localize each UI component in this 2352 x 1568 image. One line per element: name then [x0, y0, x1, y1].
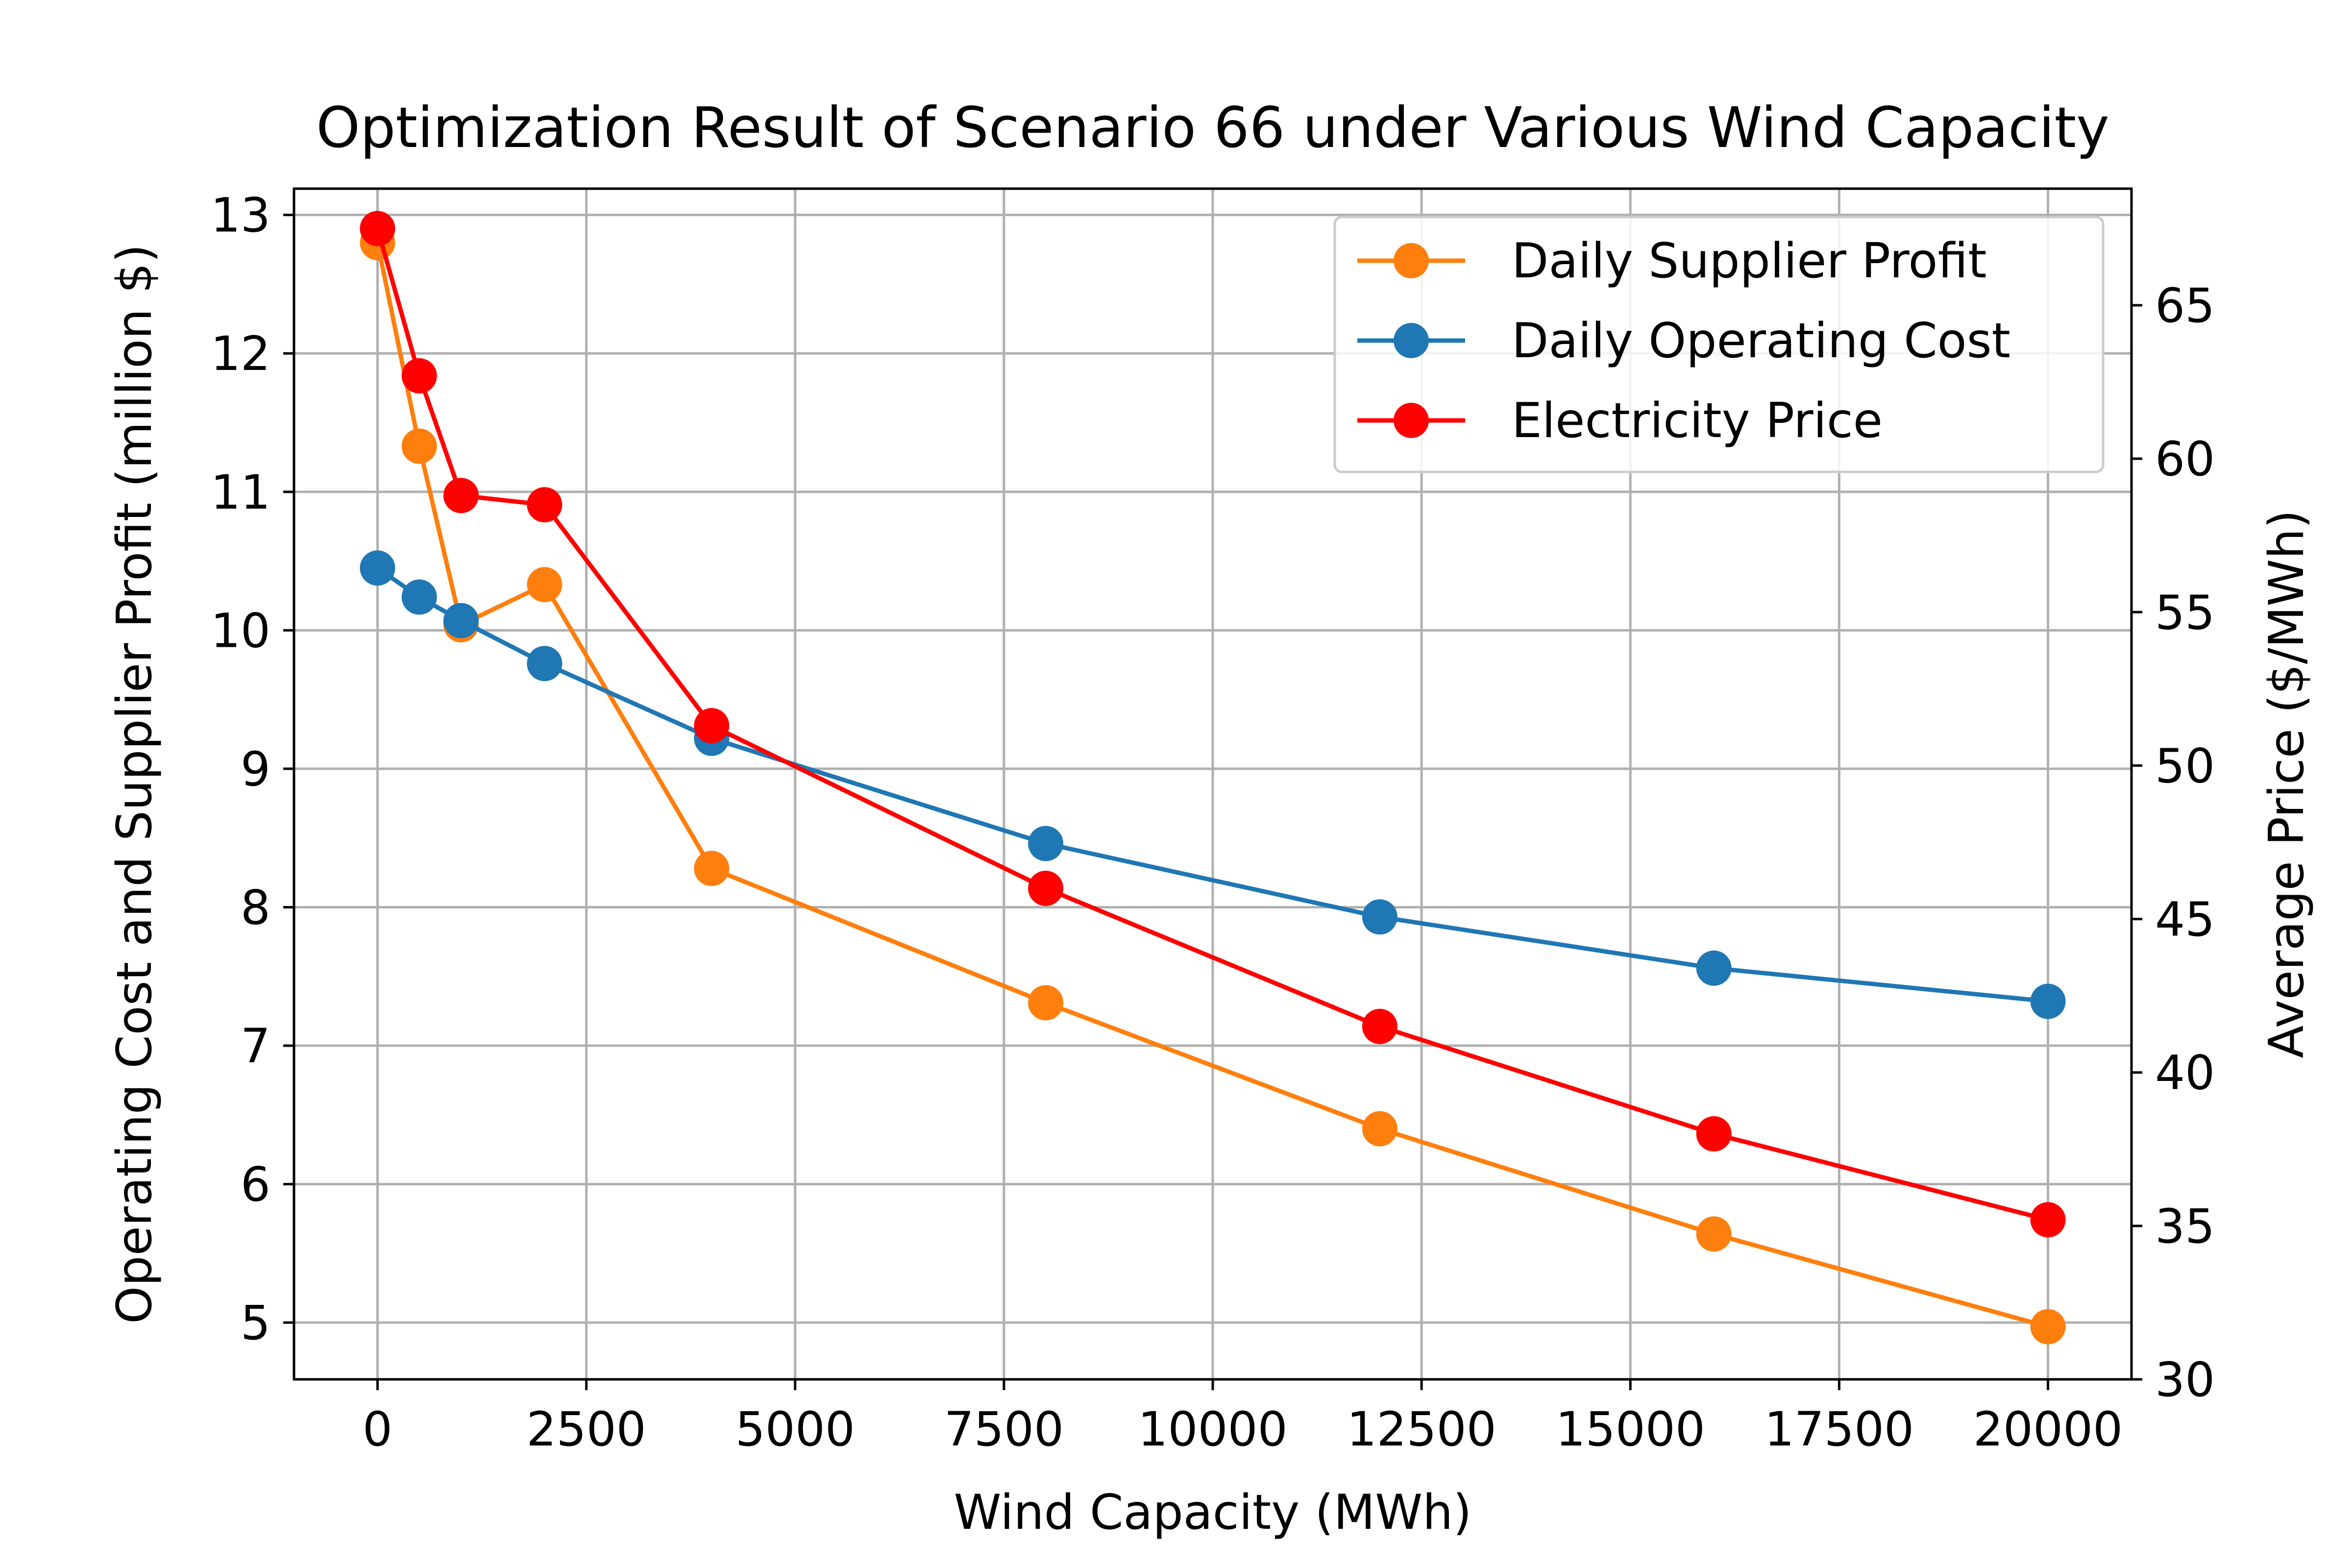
data-point	[443, 478, 479, 514]
x-tick-label: 12500	[1347, 1402, 1496, 1457]
y-tick-label: 9	[241, 742, 270, 797]
data-point	[1362, 1008, 1397, 1044]
data-point	[2030, 983, 2066, 1019]
y2-tick-label: 45	[2155, 892, 2215, 947]
data-point	[1028, 870, 1064, 906]
data-point	[1362, 899, 1397, 935]
y2-tick-label: 50	[2155, 738, 2215, 793]
data-point	[1696, 1216, 1732, 1252]
y-tick-label: 7	[241, 1019, 270, 1074]
data-point	[401, 358, 437, 394]
data-point	[1696, 950, 1732, 986]
x-axis: 0 2500 5000 7500 10000 12500 15000 17500 20000	[363, 1379, 2123, 1457]
y-tick-label: 8	[241, 880, 270, 935]
x-tick-label: 15000	[1556, 1402, 1705, 1457]
series-layer	[360, 211, 2066, 1345]
data-point	[2030, 1309, 2066, 1345]
y-tick-label: 11	[211, 465, 270, 520]
data-point	[1696, 1116, 1732, 1152]
data-point	[2030, 1202, 2066, 1238]
x-tick-label: 5000	[735, 1402, 855, 1457]
data-point	[360, 211, 395, 246]
data-point	[1362, 1111, 1397, 1147]
y2-axis-label: Average Price ($/MWh)	[2259, 510, 2315, 1058]
y-tick-label: 5	[241, 1296, 270, 1350]
y2-tick-label: 30	[2155, 1352, 2215, 1407]
legend-box	[1333, 216, 2105, 473]
data-point	[401, 428, 437, 464]
y-axis-label: Operating Cost and Supplier Profit (mill…	[107, 244, 163, 1324]
legend: Daily Supplier Profit Daily Operating Co…	[1333, 216, 2105, 473]
y-axis-right: 30 35 40 45 50 55 60 65	[2132, 278, 2215, 1407]
x-tick-label: 7500	[944, 1402, 1064, 1457]
y-axis-left: 5 6 7 8 9 10 11 12 13	[211, 188, 294, 1350]
data-point	[527, 646, 563, 682]
data-point	[1028, 985, 1064, 1021]
y2-tick-label: 65	[2155, 278, 2215, 333]
x-tick-label: 10000	[1138, 1402, 1287, 1457]
legend-marker-2	[1394, 403, 1429, 438]
legend-label-1: Daily Operating Cost	[1512, 313, 2010, 369]
legend-marker-0	[1394, 243, 1429, 278]
y-tick-label: 10	[211, 603, 270, 658]
y-tick-label: 6	[241, 1157, 270, 1212]
x-axis-label: Wind Capacity (MWh)	[954, 1485, 1472, 1541]
legend-label-0: Daily Supplier Profit	[1512, 233, 1987, 289]
y2-tick-label: 55	[2155, 585, 2215, 640]
x-tick-label: 2500	[526, 1402, 646, 1457]
legend-label-2: Electricity Price	[1512, 393, 1883, 449]
data-point	[527, 487, 563, 523]
data-point	[694, 708, 730, 744]
data-point	[401, 579, 437, 615]
y-tick-label: 13	[211, 188, 270, 243]
y2-tick-label: 60	[2155, 432, 2215, 487]
data-point	[443, 603, 479, 638]
legend-marker-1	[1394, 323, 1429, 358]
data-point	[360, 550, 395, 586]
chart-title: Optimization Result of Scenario 66 under…	[316, 95, 2109, 160]
data-point	[527, 567, 563, 603]
y-tick-label: 12	[211, 326, 270, 381]
x-tick-label: 17500	[1764, 1402, 1914, 1457]
series-2	[360, 211, 2066, 1238]
y2-tick-label: 35	[2155, 1199, 2215, 1254]
data-point	[694, 851, 730, 886]
x-tick-label: 20000	[1973, 1402, 2123, 1457]
x-tick-label: 0	[363, 1402, 392, 1457]
data-point	[1028, 826, 1064, 861]
y2-tick-label: 40	[2155, 1046, 2215, 1101]
